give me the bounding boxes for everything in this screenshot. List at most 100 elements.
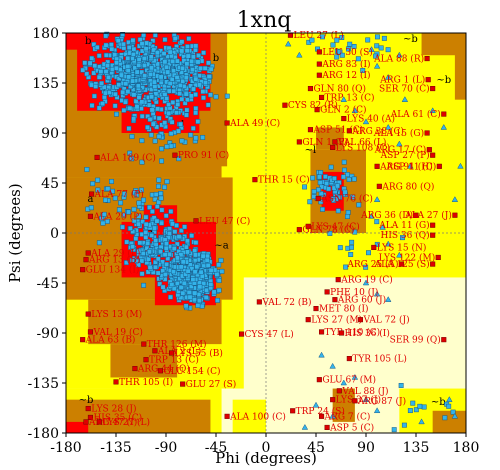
outlier-point-55 <box>319 329 325 335</box>
residue-point-497 <box>116 82 122 88</box>
outlier-point-44 <box>80 267 86 273</box>
residue-point-656 <box>190 54 196 60</box>
residue-point-416 <box>115 38 121 44</box>
residue-point-706 <box>158 74 164 80</box>
residue-point-1866 <box>307 199 313 205</box>
outlier-label-6: SER 70 (C) <box>379 84 430 95</box>
residue-point-418 <box>120 89 126 95</box>
outlier-point-50 <box>313 306 319 312</box>
residue-point-1679 <box>145 240 151 246</box>
residue-point-1427 <box>169 282 175 288</box>
outlier-label-9: CYS 82 (R) <box>288 100 338 111</box>
residue-point-1799 <box>162 91 168 97</box>
residue-point-1675 <box>149 232 155 238</box>
residue-point-1840 <box>302 184 308 190</box>
residue-point-1830 <box>150 121 156 127</box>
residue-point-1814 <box>190 125 196 131</box>
residue-point-1928 <box>373 53 379 59</box>
residue-point-454 <box>125 68 131 74</box>
outlier-point-13 <box>307 127 313 133</box>
residue-point-746 <box>167 49 173 55</box>
residue-point-1913 <box>374 43 380 49</box>
glycine-point-9 <box>396 140 403 147</box>
outlier-point-71 <box>352 398 358 404</box>
residue-point-763 <box>167 81 173 86</box>
residue-point-1875 <box>316 187 321 193</box>
residue-point-450 <box>80 67 86 73</box>
residue-point-1606 <box>178 228 184 234</box>
residue-point-725 <box>171 88 177 94</box>
glycine-point-17 <box>373 290 381 297</box>
residue-point-420 <box>144 40 150 46</box>
outlier-label-8: TRP 13 (C) <box>325 92 375 103</box>
residue-point-1581 <box>192 269 198 275</box>
glycine-point-24 <box>373 407 381 414</box>
residue-point-1901 <box>327 230 333 236</box>
residue-point-1596 <box>136 248 142 254</box>
residue-point-409 <box>106 74 111 80</box>
residue-point-1098 <box>211 289 217 295</box>
region-label-7: ~l <box>305 145 317 156</box>
residue-point-1688 <box>96 240 102 246</box>
residue-point-689 <box>183 91 189 97</box>
residue-point-1703 <box>101 211 107 217</box>
residue-point-1719 <box>131 218 137 224</box>
residue-point-466 <box>120 32 126 37</box>
residue-point-477 <box>135 83 141 89</box>
residue-point-1707 <box>90 181 96 187</box>
residue-point-465 <box>136 56 142 62</box>
residue-point-1677 <box>171 269 176 275</box>
residue-point-1743 <box>126 209 131 215</box>
residue-point-755 <box>195 59 201 65</box>
residue-point-1733 <box>169 221 175 227</box>
outlier-label-29: ASN 76 (C) <box>320 194 373 205</box>
outlier-point-20 <box>426 147 432 153</box>
residue-point-672 <box>185 53 191 59</box>
outlier-point-16 <box>332 139 338 145</box>
residue-point-1921 <box>374 34 380 40</box>
residue-point-1819 <box>147 116 153 122</box>
residue-point-1919 <box>339 35 345 40</box>
outlier-label-66: THR 105 (I) <box>119 377 173 388</box>
outlier-point-76 <box>83 419 89 425</box>
outlier-point-49 <box>256 299 262 305</box>
residue-point-1571 <box>189 233 195 239</box>
residue-point-1611 <box>151 225 157 231</box>
residue-point-1570 <box>139 271 145 277</box>
outlier-point-15 <box>296 139 302 145</box>
residue-point-1878 <box>324 181 330 186</box>
outlier-point-42 <box>435 254 441 260</box>
residue-point-1900 <box>356 202 362 208</box>
residue-point-1753 <box>131 206 137 212</box>
residue-point-1630 <box>171 246 177 252</box>
residue-point-731 <box>206 74 212 80</box>
residue-point-1761 <box>179 96 185 102</box>
residue-point-410 <box>112 52 118 58</box>
outlier-point-74 <box>224 413 230 419</box>
residue-point-1704 <box>164 179 170 185</box>
residue-point-1724 <box>159 207 165 213</box>
outlier-point-2 <box>316 61 322 67</box>
region-label-8: ~b <box>403 34 418 45</box>
residue-point-1837 <box>341 159 347 165</box>
outlier-point-59 <box>141 341 147 347</box>
residue-point-1735 <box>129 156 135 162</box>
outlier-point-78 <box>319 413 325 419</box>
glycine-point-35 <box>312 401 320 408</box>
residue-point-1622 <box>160 284 166 290</box>
residue-point-666 <box>189 58 195 64</box>
residue-point-509 <box>130 78 136 84</box>
residue-point-1404 <box>168 294 174 300</box>
outlier-point-73 <box>85 406 91 412</box>
outlier-label-5: ARG 1 (L) <box>379 75 425 86</box>
residue-point-1820 <box>179 138 185 144</box>
residue-point-753 <box>175 101 181 107</box>
glycine-point-27 <box>446 396 453 402</box>
glycine-point-19 <box>318 351 325 358</box>
residue-point-1716 <box>172 229 178 235</box>
outlier-point-17 <box>330 144 336 150</box>
x-tick-label-5: 45 <box>307 440 325 456</box>
outlier-point-27 <box>89 191 95 197</box>
residue-point-1747 <box>102 197 108 203</box>
residue-point-1930 <box>407 408 413 414</box>
